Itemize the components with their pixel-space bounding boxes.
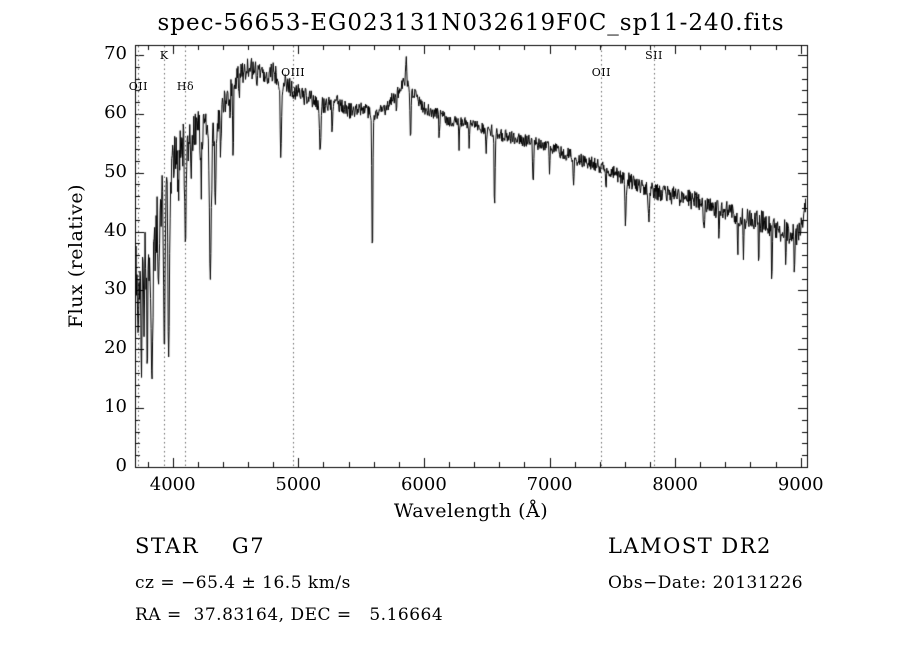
x-tick-label: 7000 [526,474,573,495]
spectral-line-label: OII [591,66,611,79]
plot-title: spec-56653-EG023131N032619F0C_sp11-240.f… [157,10,785,36]
obs-date-value: Obs−Date: 20131226 [608,573,804,593]
y-axis-label: Flux (relative) [65,184,87,328]
y-tick-label: 70 [104,43,127,64]
x-tick-label: 8000 [652,474,699,495]
spectral-line-label: OII [128,80,148,93]
y-tick-label: 10 [104,396,127,418]
y-tick-label: 20 [104,337,127,359]
y-tick-label: 0 [115,455,127,476]
spectral-line-label: K [159,49,169,62]
y-tick-label: 50 [104,160,127,182]
spectral-line-label: OIII [281,66,306,79]
x-tick-label: 9000 [777,474,824,495]
ra-dec-value: RA = 37.83164, DEC = 5.16664 [135,605,444,625]
y-tick-label: 60 [104,101,127,123]
spectral-line-label: Hδ [176,80,195,93]
survey-label: LAMOST DR2 [608,534,772,558]
x-axis-label: Wavelength (Å) [393,500,549,522]
object-class-label: STAR G7 [135,534,266,558]
cz-value: cz = −65.4 ± 16.5 km/s [135,573,351,593]
y-tick-label: 40 [104,219,127,241]
y-tick-label: 30 [104,278,127,300]
x-tick-label: 6000 [400,474,447,495]
x-tick-label: 5000 [275,474,322,495]
spectral-line-label: SII [645,49,663,62]
x-tick-label: 4000 [149,474,196,495]
